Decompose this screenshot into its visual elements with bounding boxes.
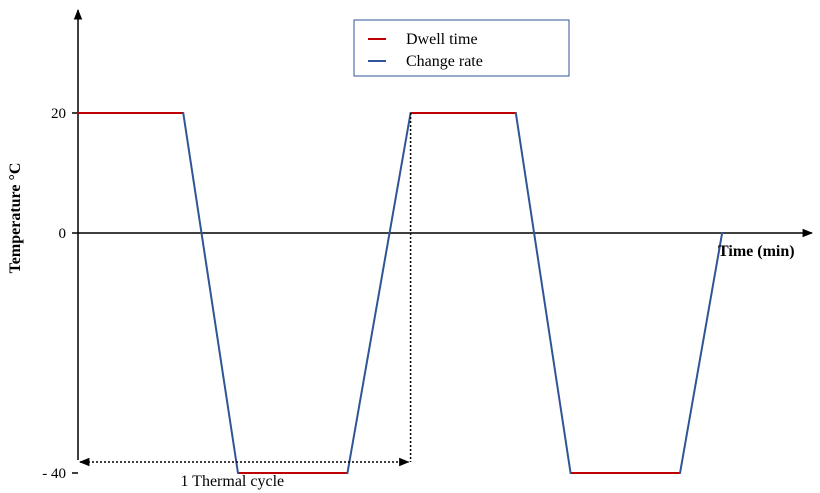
y-axis-title: Temperature °C — [7, 163, 24, 274]
y-tick-label: 0 — [59, 226, 67, 242]
series-segment-change-rate — [679, 232, 724, 474]
legend-label-dwell-time: Dwell time — [406, 31, 478, 48]
series-layer — [77, 112, 724, 474]
x-axis-title: Time (min) — [718, 243, 795, 260]
y-tick-label: 20 — [51, 106, 66, 122]
series-segment-change-rate — [346, 112, 412, 474]
legend-label-change-rate: Change rate — [406, 53, 483, 70]
series-segment-change-rate — [514, 112, 572, 474]
series-segment-change-rate — [182, 112, 239, 474]
thermal-cycle-label: 1 Thermal cycle — [180, 473, 284, 490]
y-tick-label: - 40 — [42, 466, 66, 482]
thermal-cycle-annotation: 1 Thermal cycle — [78, 113, 412, 490]
y-tick-group: 20 0 - 40 — [42, 106, 78, 482]
legend-box — [353, 19, 570, 77]
legend: Dwell time Change rate — [353, 19, 570, 77]
